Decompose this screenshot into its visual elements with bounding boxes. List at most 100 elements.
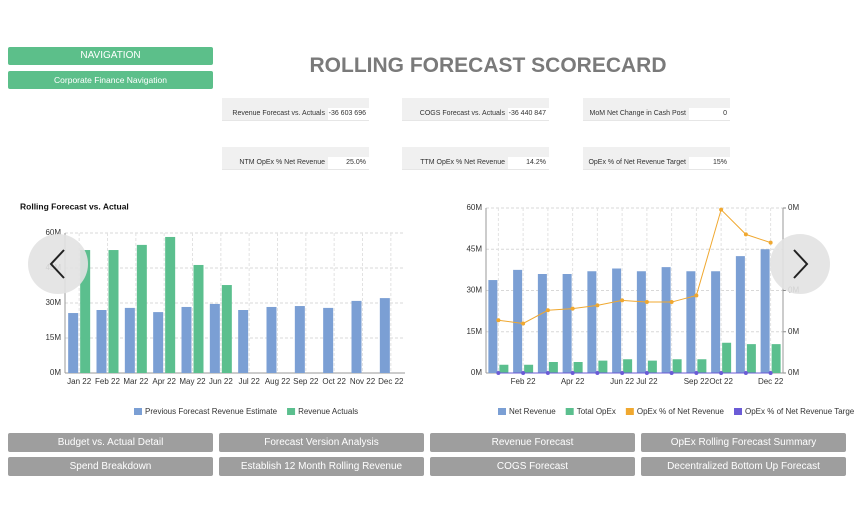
x-tick-label: Jul 22 (636, 377, 658, 386)
legend-swatch (734, 408, 742, 415)
bar (351, 300, 362, 373)
legend-label: Previous Forecast Revenue Estimate (145, 407, 278, 416)
kpi-row: MoM Net Change in Cash Post 0 (583, 108, 730, 121)
bar (771, 344, 781, 373)
bar (80, 250, 91, 373)
kpi-label: COGS Forecast vs. Actuals (402, 108, 508, 120)
bar (661, 267, 671, 373)
kpi-row: NTM OpEx % Net Revenue 25.0% (222, 157, 369, 170)
y-tick-label: 15M (45, 333, 61, 342)
prev-arrow[interactable] (28, 234, 88, 294)
y2-tick-label: 0M (788, 368, 799, 377)
x-tick-label: Aug 22 (265, 377, 291, 386)
point (644, 300, 649, 305)
point (595, 371, 600, 375)
kpi-row: OpEx % of Net Revenue Target 15% (583, 157, 730, 170)
bar (722, 342, 732, 373)
bar (209, 303, 220, 373)
bar (181, 306, 192, 373)
nav-button[interactable]: COGS Forecast (430, 457, 635, 476)
kpi-card: Revenue Forecast vs. Actuals -36 603 696 (222, 98, 369, 121)
bar (623, 359, 633, 373)
kpi-value: 14.2% (508, 157, 549, 169)
bar (672, 359, 682, 373)
kpi-header (583, 147, 730, 157)
point (545, 371, 550, 375)
kpi-header (583, 98, 730, 108)
nav-button[interactable]: Revenue Forecast (430, 433, 635, 452)
y-tick-label: 60M (45, 228, 61, 237)
x-tick-label: Jun 22 (610, 377, 635, 386)
point (669, 371, 674, 375)
bar (136, 244, 147, 373)
bar (647, 360, 657, 373)
x-tick-label: Dec 22 (758, 377, 784, 386)
kpi-card: COGS Forecast vs. Actuals -36 440 847 (402, 98, 549, 121)
nav-button[interactable]: OpEx Rolling Forecast Summary (641, 433, 846, 452)
point (620, 298, 625, 303)
x-tick-label: May 22 (179, 377, 206, 386)
x-tick-label: Feb 22 (511, 377, 536, 386)
nav-button[interactable]: Spend Breakdown (8, 457, 213, 476)
legend-swatch (134, 408, 142, 415)
point (768, 371, 773, 375)
next-arrow[interactable] (770, 234, 830, 294)
bar (513, 269, 523, 373)
point (620, 371, 625, 375)
x-tick-label: Nov 22 (350, 377, 376, 386)
y2-tick-label: 0M (788, 327, 799, 336)
nav-button[interactable]: Forecast Version Analysis (219, 433, 424, 452)
legend-swatch (287, 408, 296, 415)
kpi-row: COGS Forecast vs. Actuals -36 440 847 (402, 108, 549, 121)
kpi-value: 25.0% (328, 157, 369, 169)
y-tick-label: 0M (471, 368, 482, 377)
bar (587, 271, 597, 373)
kpi-value: -36 603 696 (328, 108, 369, 120)
x-tick-label: Mar 22 (123, 377, 148, 386)
bar (238, 310, 249, 373)
y-tick-label: 15M (466, 327, 482, 336)
point (743, 232, 748, 237)
legend-label: Net Revenue (509, 407, 556, 416)
bar (697, 359, 707, 373)
point (719, 371, 724, 375)
chart-title: Rolling Forecast vs. Actual (20, 201, 129, 211)
bar (193, 264, 204, 373)
point (768, 240, 773, 245)
x-tick-label: Jun 22 (209, 377, 234, 386)
point (570, 371, 575, 375)
legend-label: Revenue Actuals (298, 407, 358, 416)
kpi-label: TTM OpEx % Net Revenue (402, 157, 508, 169)
x-tick-label: Apr 22 (561, 377, 585, 386)
bar (165, 236, 176, 373)
y2-tick-label: 0M (788, 203, 799, 212)
x-tick-label: Jul 22 (238, 377, 260, 386)
bar (746, 344, 756, 373)
bar (612, 268, 622, 373)
point (595, 303, 600, 308)
kpi-value: 15% (689, 157, 730, 169)
point (669, 300, 674, 305)
point (496, 371, 501, 375)
kpi-row: Revenue Forecast vs. Actuals -36 603 696 (222, 108, 369, 121)
nav-button[interactable]: Establish 12 Month Rolling Revenue (219, 457, 424, 476)
line (498, 208, 771, 325)
point (719, 207, 724, 212)
nav-link[interactable]: Corporate Finance Navigation (8, 71, 213, 89)
nav-button[interactable]: Budget vs. Actual Detail (8, 433, 213, 452)
y-tick-label: 30M (45, 298, 61, 307)
kpi-header (402, 147, 549, 157)
point (644, 371, 649, 375)
kpi-label: Revenue Forecast vs. Actuals (222, 108, 328, 120)
bar (294, 306, 305, 373)
kpi-label: NTM OpEx % Net Revenue (222, 157, 328, 169)
kpi-label: MoM Net Change in Cash Post (583, 108, 689, 120)
y-tick-label: 0M (50, 368, 61, 377)
bar (573, 362, 583, 373)
x-tick-label: Oct 22 (709, 377, 733, 386)
nav-button[interactable]: Decentralized Bottom Up Forecast (641, 457, 846, 476)
kpi-header (222, 147, 369, 157)
bar (221, 285, 232, 373)
kpi-card: OpEx % of Net Revenue Target 15% (583, 147, 730, 170)
page-title: ROLLING FORECAST SCORECARD (309, 54, 667, 77)
